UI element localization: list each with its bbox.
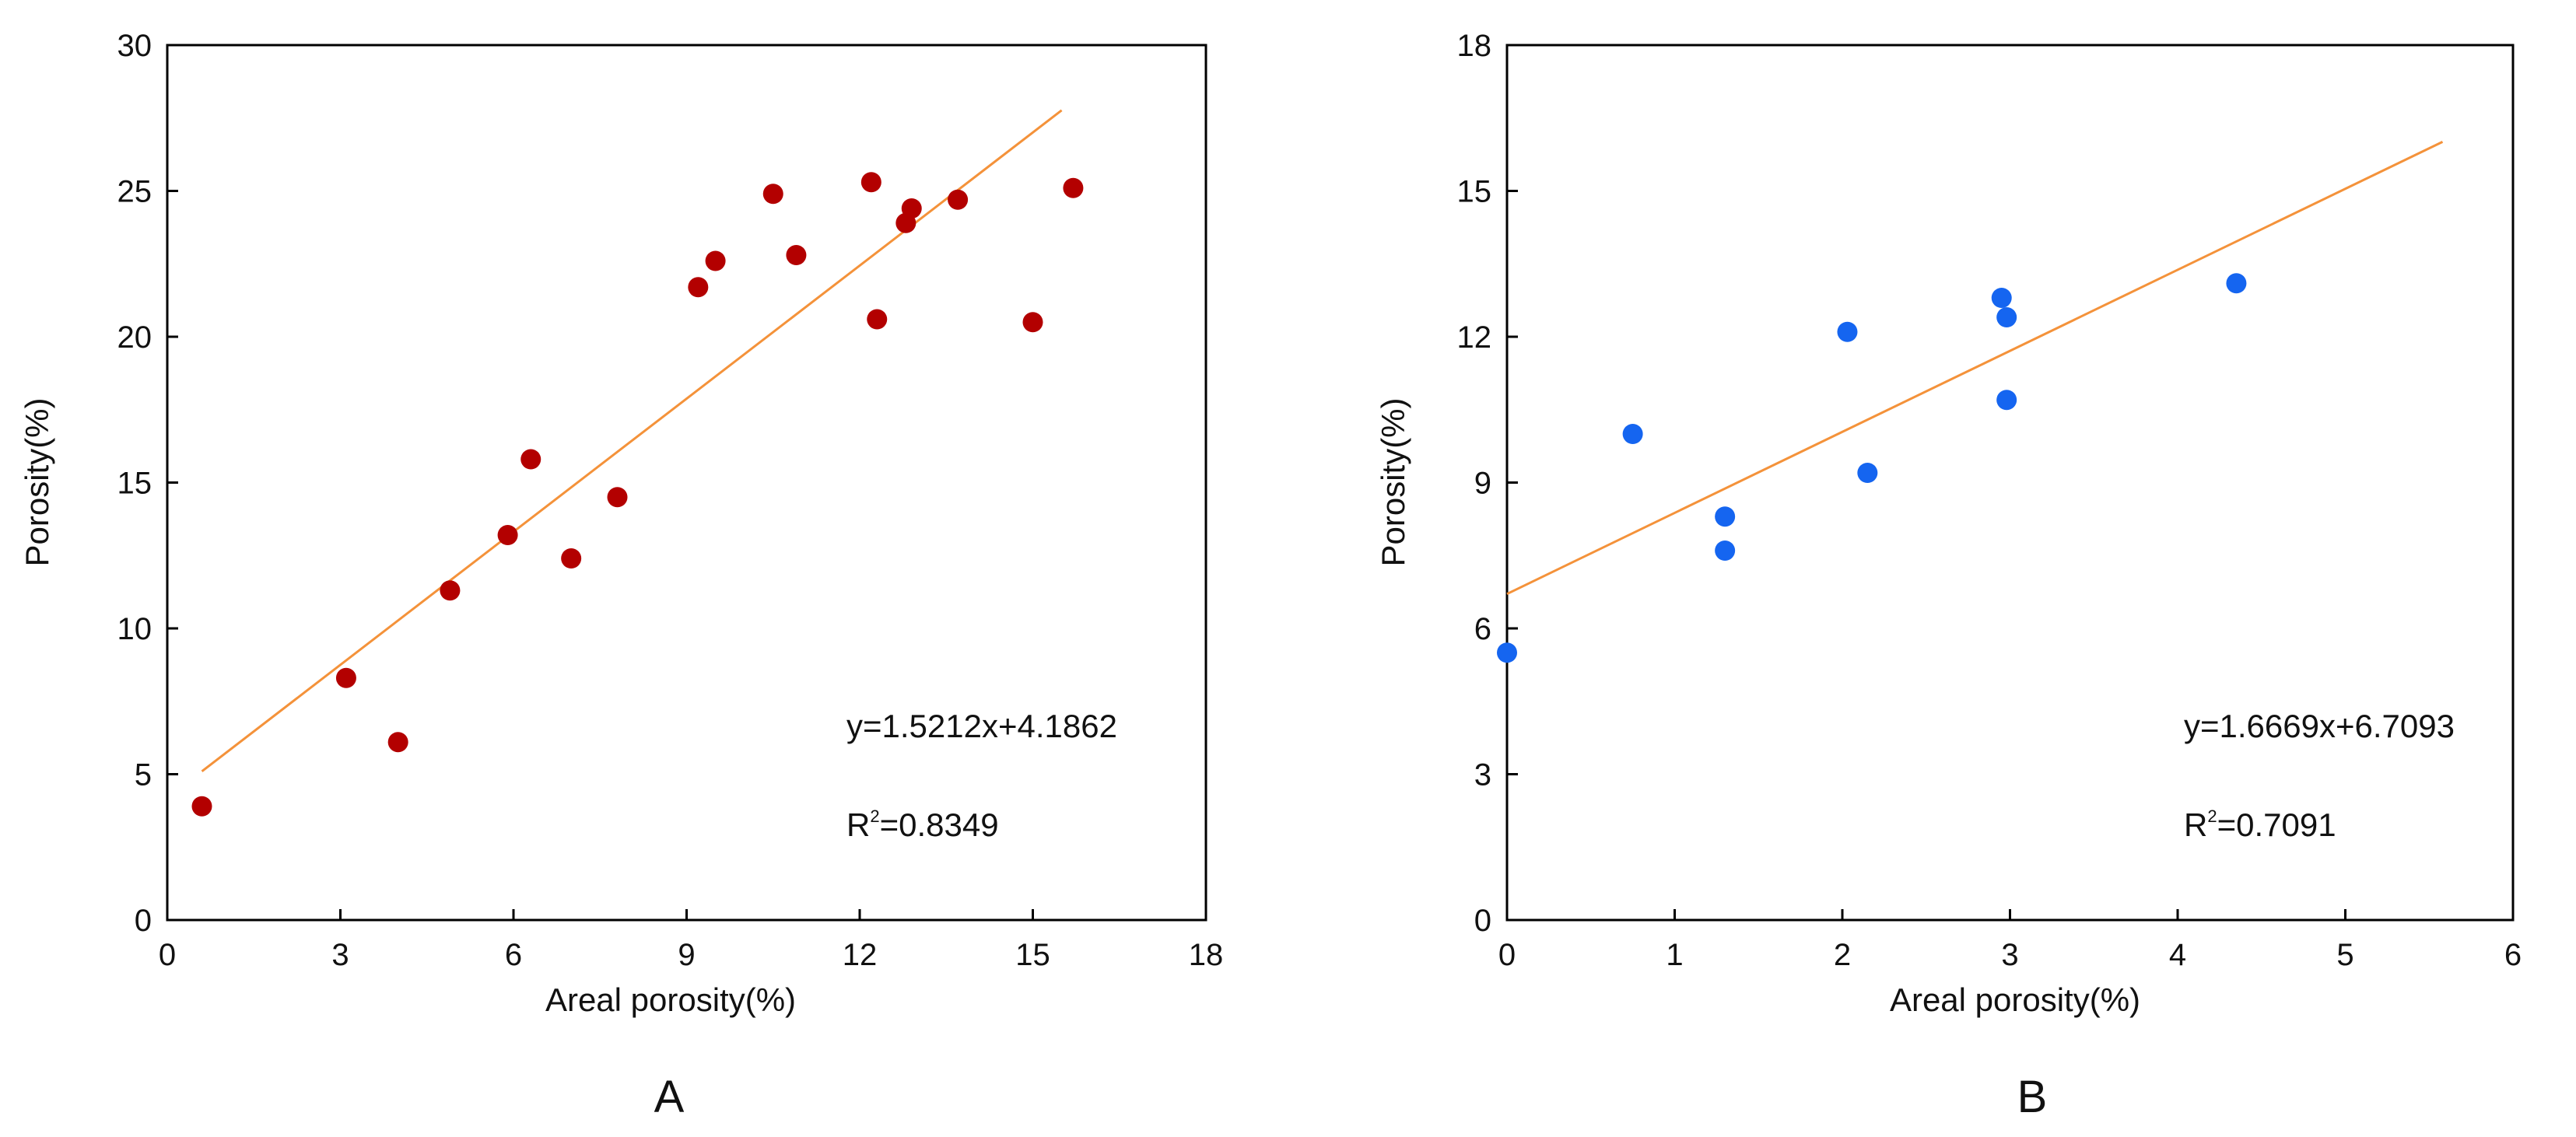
equation-a: y=1.5212x+4.1862 <box>846 708 1117 744</box>
r-squared-superscript-b: 2 <box>2207 806 2217 826</box>
x-tick-label: 3 <box>331 938 349 972</box>
data-point <box>1063 177 1084 198</box>
y-tick-label: 0 <box>135 904 152 938</box>
y-ticks-a: 0 5 10 15 20 25 30 <box>117 29 178 938</box>
data-point <box>1996 390 2017 411</box>
y-tick-label: 9 <box>1474 467 1491 501</box>
x-ticks-a: 0 3 6 9 12 15 18 <box>159 909 1223 972</box>
panel-label-b: B <box>2017 1072 2048 1122</box>
r-squared-b: R2=0.7091 <box>2184 806 2336 843</box>
x-tick-label: 6 <box>2504 938 2522 972</box>
y-tick-label: 15 <box>1457 175 1492 209</box>
x-tick-label: 3 <box>2001 938 2018 972</box>
r-squared-prefix-b: R <box>2184 806 2207 843</box>
x-tick-label: 9 <box>678 938 695 972</box>
data-point <box>497 525 518 545</box>
x-tick-label: 1 <box>1666 938 1683 972</box>
data-point <box>867 309 888 330</box>
x-tick-label: 4 <box>2169 938 2186 972</box>
x-tick-label: 18 <box>1189 938 1224 972</box>
x-axis-title-a: Areal porosity(%) <box>545 981 796 1018</box>
y-tick-label: 10 <box>117 612 152 646</box>
x-tick-label: 15 <box>1015 938 1050 972</box>
x-tick-label: 0 <box>1498 938 1516 972</box>
panel-label-a: A <box>654 1072 685 1122</box>
data-point <box>561 548 582 568</box>
y-tick-label: 30 <box>117 29 152 63</box>
r-squared-superscript-a: 2 <box>870 806 879 826</box>
data-point <box>948 189 969 210</box>
data-point <box>335 667 356 688</box>
y-ticks-b: 0 3 6 9 12 15 18 <box>1457 29 1518 938</box>
data-point <box>762 184 783 205</box>
x-ticks-b: 0 1 2 3 4 5 6 <box>1498 909 2522 972</box>
equation-b: y=1.6669x+6.7093 <box>2184 708 2455 744</box>
data-point <box>191 796 212 817</box>
r-squared-prefix-a: R <box>846 806 870 843</box>
y-axis-title-b: Porosity(%) <box>1375 397 1411 566</box>
x-tick-label: 5 <box>2336 938 2353 972</box>
x-axis-title-b: Areal porosity(%) <box>1890 981 2140 1018</box>
data-point <box>520 449 541 470</box>
data-point <box>1991 288 2012 308</box>
data-point <box>901 198 922 219</box>
data-point <box>705 250 726 271</box>
r-squared-value-a: =0.8349 <box>880 806 999 843</box>
y-tick-label: 3 <box>1474 758 1491 792</box>
panel-a: 0 5 10 15 20 25 30 0 3 6 9 12 15 18 Areal porosity(%… <box>19 29 1223 1122</box>
data-point <box>688 277 709 298</box>
data-point <box>1497 642 1517 663</box>
r-squared-a: R2=0.8349 <box>846 806 999 843</box>
y-tick-label: 0 <box>1474 904 1491 938</box>
y-tick-label: 12 <box>1457 320 1492 355</box>
plot-frame-b <box>1505 44 2515 922</box>
data-points-a <box>191 172 1084 817</box>
data-point <box>2226 273 2247 294</box>
y-axis-title-a: Porosity(%) <box>19 397 55 566</box>
r-squared-value-b: =0.7091 <box>2217 806 2336 843</box>
data-point <box>1022 312 1043 333</box>
x-tick-label: 12 <box>843 938 878 972</box>
y-tick-label: 5 <box>135 758 152 792</box>
data-point <box>786 245 807 265</box>
data-point <box>1857 463 1878 483</box>
x-tick-label: 0 <box>159 938 176 972</box>
y-tick-label: 25 <box>117 175 152 209</box>
plot-frame-a <box>166 44 1207 922</box>
data-point <box>1622 424 1643 444</box>
regression-line-b <box>1506 140 2444 596</box>
y-tick-label: 6 <box>1474 612 1491 646</box>
data-points-b <box>1497 273 2247 663</box>
regression-line-a <box>201 109 1063 772</box>
data-point <box>860 172 881 193</box>
data-point <box>1996 307 2017 327</box>
data-point <box>1837 321 1858 342</box>
data-point <box>387 732 408 753</box>
x-tick-label: 6 <box>505 938 522 972</box>
x-tick-label: 2 <box>1834 938 1851 972</box>
data-point <box>607 487 628 508</box>
y-tick-label: 20 <box>117 320 152 355</box>
y-tick-label: 18 <box>1457 29 1492 63</box>
data-point <box>440 580 461 601</box>
y-tick-label: 15 <box>117 467 152 501</box>
data-point <box>1715 541 1736 561</box>
data-point <box>1715 506 1736 527</box>
